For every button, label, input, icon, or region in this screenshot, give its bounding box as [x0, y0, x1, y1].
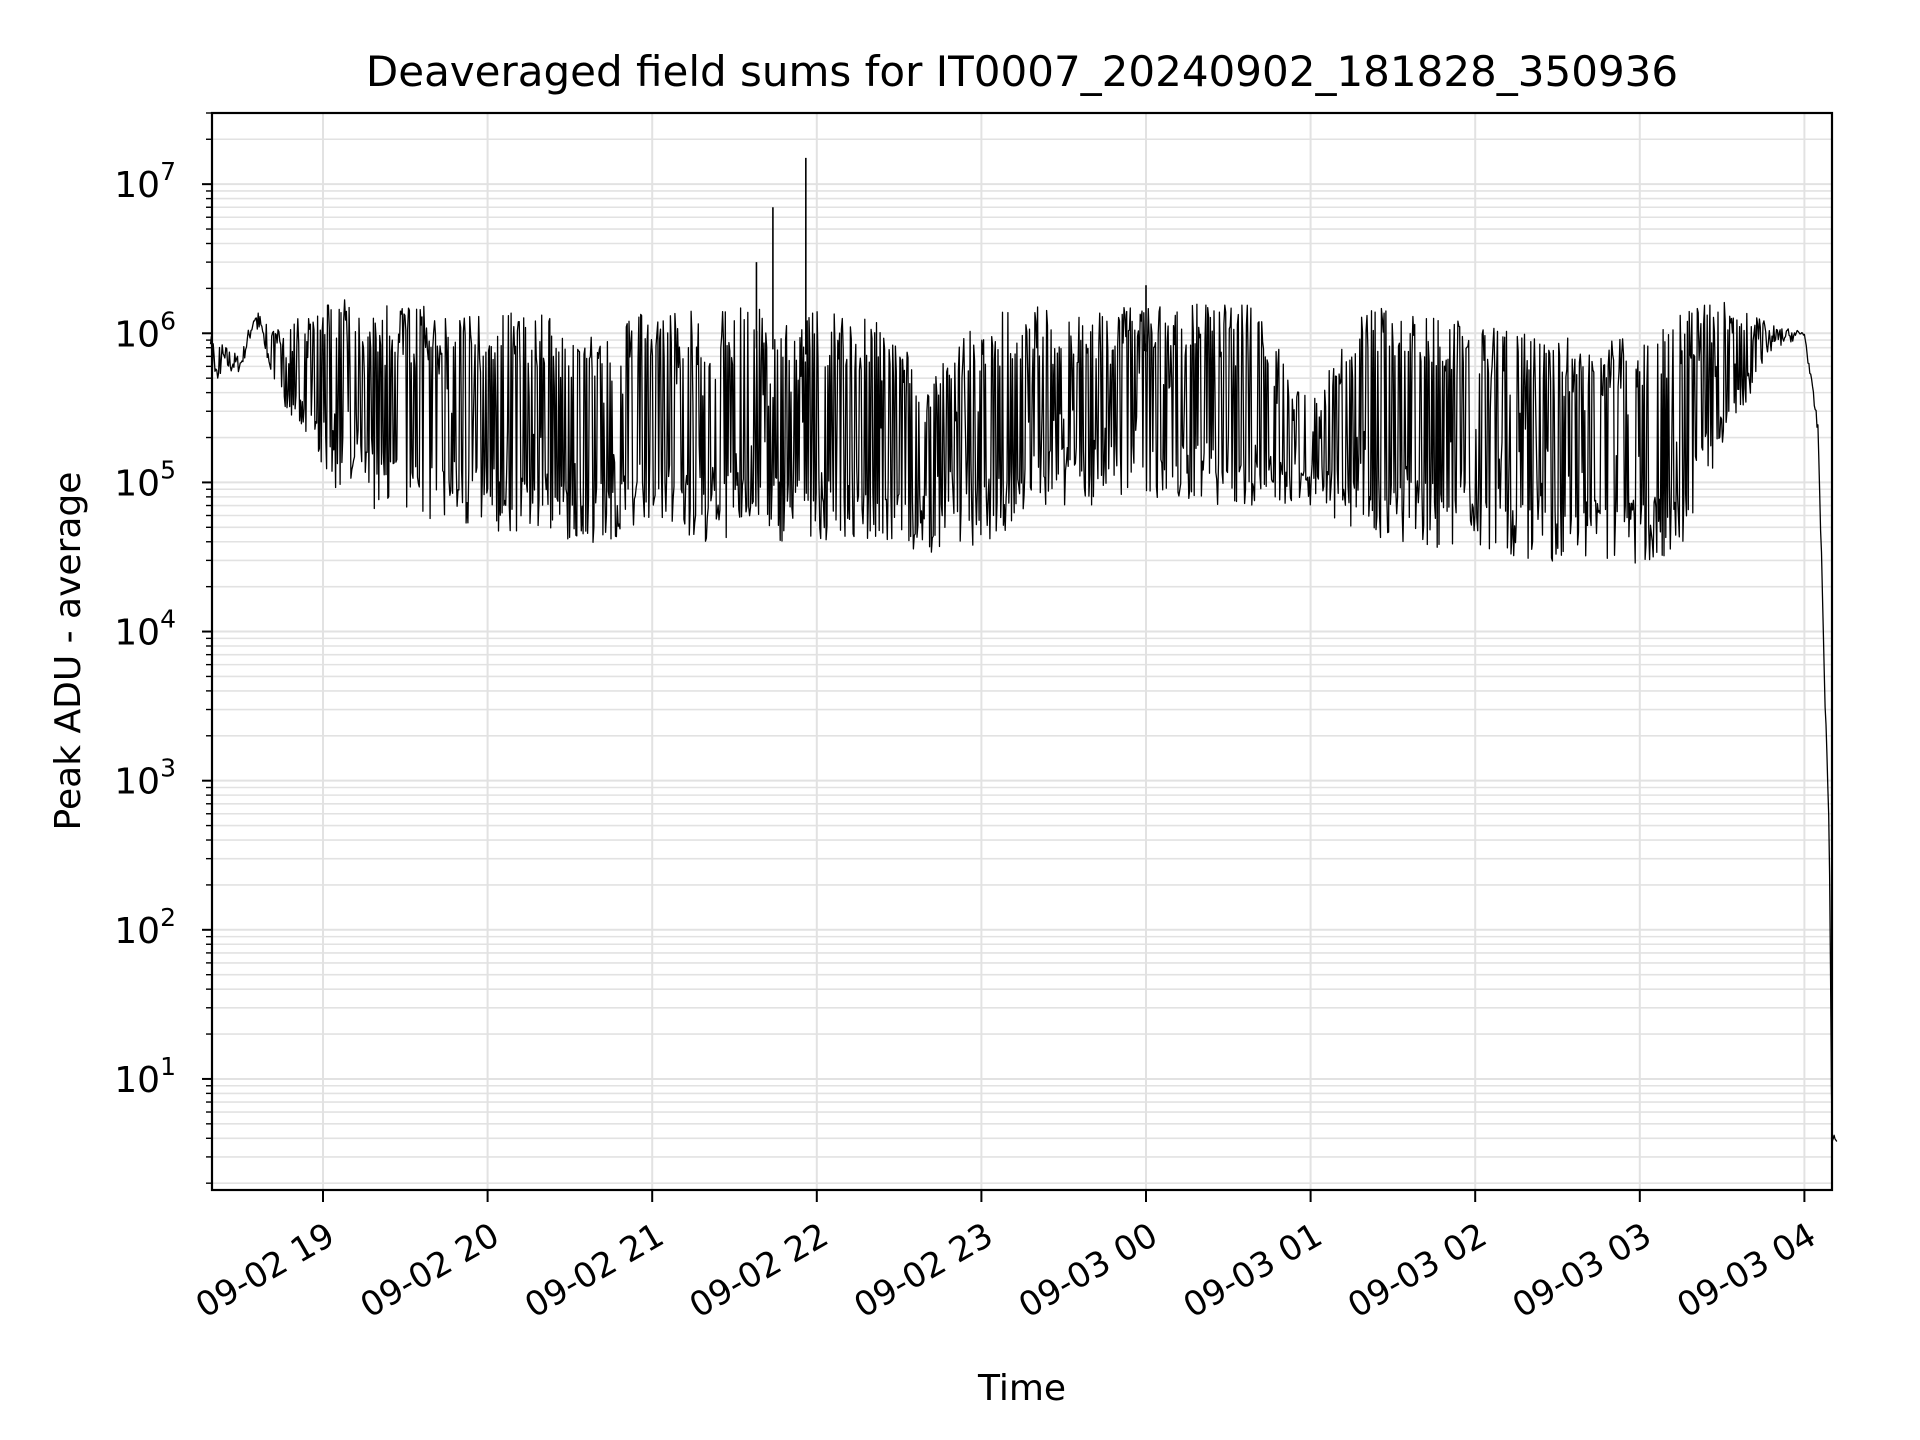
series-line — [209, 299, 1838, 1142]
y-tick-label: 103 — [114, 754, 176, 803]
y-tick-label-base: 10 — [114, 762, 160, 803]
plot-frame — [210, 111, 1834, 1192]
y-tick-label-base: 10 — [114, 1060, 160, 1101]
y-tick-label-exponent: 3 — [160, 754, 176, 783]
y-tick-label-exponent: 1 — [160, 1052, 176, 1081]
grid — [212, 112, 1832, 1190]
y-tick-label: 102 — [114, 903, 176, 952]
y-tick-label-base: 10 — [114, 314, 160, 355]
y-axis-label: Peak ADU - average — [48, 472, 89, 831]
y-tick-label: 101 — [114, 1052, 176, 1101]
y-tick-label: 104 — [114, 605, 176, 654]
series-layer — [209, 157, 1838, 1142]
y-tick-label-exponent: 4 — [160, 605, 176, 634]
y-tick-label-base: 10 — [114, 911, 160, 952]
y-tick-label-exponent: 5 — [160, 455, 176, 484]
y-tick-label: 106 — [114, 306, 176, 355]
y-tick-label-base: 10 — [114, 463, 160, 504]
y-tick-label: 107 — [114, 157, 176, 206]
chart-title: Deaveraged field sums for IT0007_2024090… — [366, 47, 1678, 96]
y-tick-label-exponent: 7 — [160, 157, 176, 186]
y-tick-label-exponent: 2 — [160, 903, 176, 932]
y-tick-label: 105 — [114, 455, 176, 504]
x-axis-label: Time — [977, 1368, 1066, 1409]
y-tick-label-base: 10 — [114, 165, 160, 206]
y-tick-label-base: 10 — [114, 613, 160, 654]
y-tick-label-exponent: 6 — [160, 306, 176, 335]
